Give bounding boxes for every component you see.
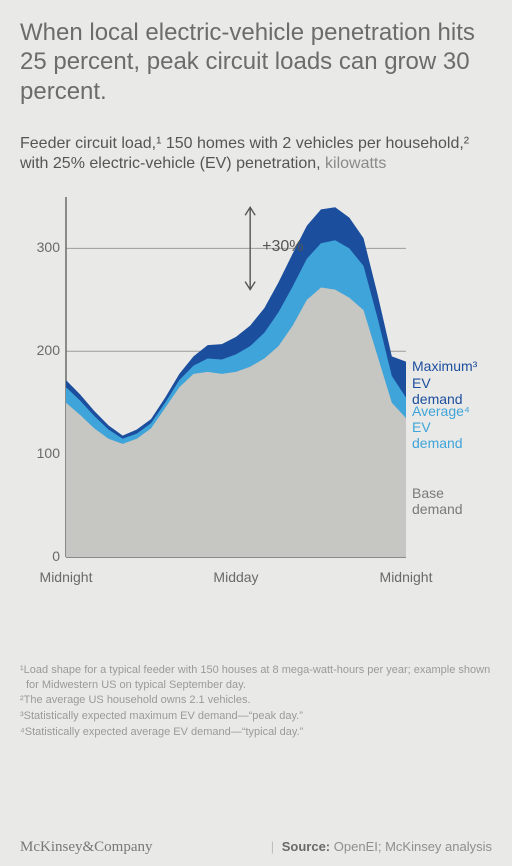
footnote: ⁴Statistically expected average EV deman… (20, 725, 492, 740)
chart-subtitle: Feeder circuit load,¹ 150 homes with 2 v… (20, 134, 492, 175)
delta-annotation: +30% (262, 238, 303, 256)
y-tick-label: 300 (22, 239, 60, 255)
separator: | (271, 839, 274, 854)
x-tick-label: Midday (213, 569, 258, 585)
y-tick-label: 0 (22, 548, 60, 564)
footnotes: ¹Load shape for a typical feeder with 15… (20, 663, 492, 740)
x-tick-label: Midnight (40, 569, 93, 585)
feeder-load-chart: +30% 0 100 200 300 Midnight Midday Midnight Maxi… (20, 185, 492, 615)
series-label: Average⁴ EVdemand (412, 403, 492, 451)
subtitle-unit: kilowatts (321, 155, 387, 172)
series-area-0 (66, 287, 406, 556)
series-label: Maximum³ EVdemand (412, 358, 492, 406)
x-tick-label: Midnight (380, 569, 433, 585)
source-label: Source: (282, 839, 330, 854)
y-tick-label: 100 (22, 445, 60, 461)
footnote: ³Statistically expected maximum EV deman… (20, 709, 492, 724)
footnote: ¹Load shape for a typical feeder with 15… (20, 663, 492, 693)
brand-text: McKinsey&Company (20, 839, 153, 856)
page-title: When local electric-vehicle penetration … (20, 18, 492, 106)
y-tick-label: 200 (22, 342, 60, 358)
subtitle-strong: Feeder circuit load,¹ 150 homes with 2 v… (20, 135, 469, 172)
footer: McKinsey&Company | Source: OpenEI; McKin… (20, 839, 492, 856)
series-label: Basedemand (412, 485, 463, 517)
source: | Source: OpenEI; McKinsey analysis (267, 839, 492, 854)
source-text: OpenEI; McKinsey analysis (334, 839, 492, 854)
footnote: ²The average US household owns 2.1 vehic… (20, 693, 492, 708)
